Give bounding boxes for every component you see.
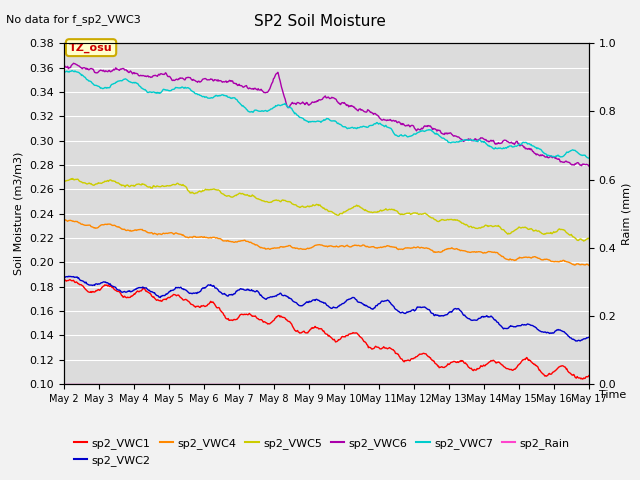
Y-axis label: Raim (mm): Raim (mm) [622,182,632,245]
Y-axis label: Soil Moisture (m3/m3): Soil Moisture (m3/m3) [14,152,24,276]
Text: No data for f_sp2_VWC3: No data for f_sp2_VWC3 [6,14,141,25]
Text: SP2 Soil Moisture: SP2 Soil Moisture [254,14,386,29]
Text: Time: Time [599,390,627,400]
Text: TZ_osu: TZ_osu [69,43,113,53]
Legend: sp2_VWC1, sp2_VWC2, sp2_VWC4, sp2_VWC5, sp2_VWC6, sp2_VWC7, sp2_Rain: sp2_VWC1, sp2_VWC2, sp2_VWC4, sp2_VWC5, … [70,434,575,470]
